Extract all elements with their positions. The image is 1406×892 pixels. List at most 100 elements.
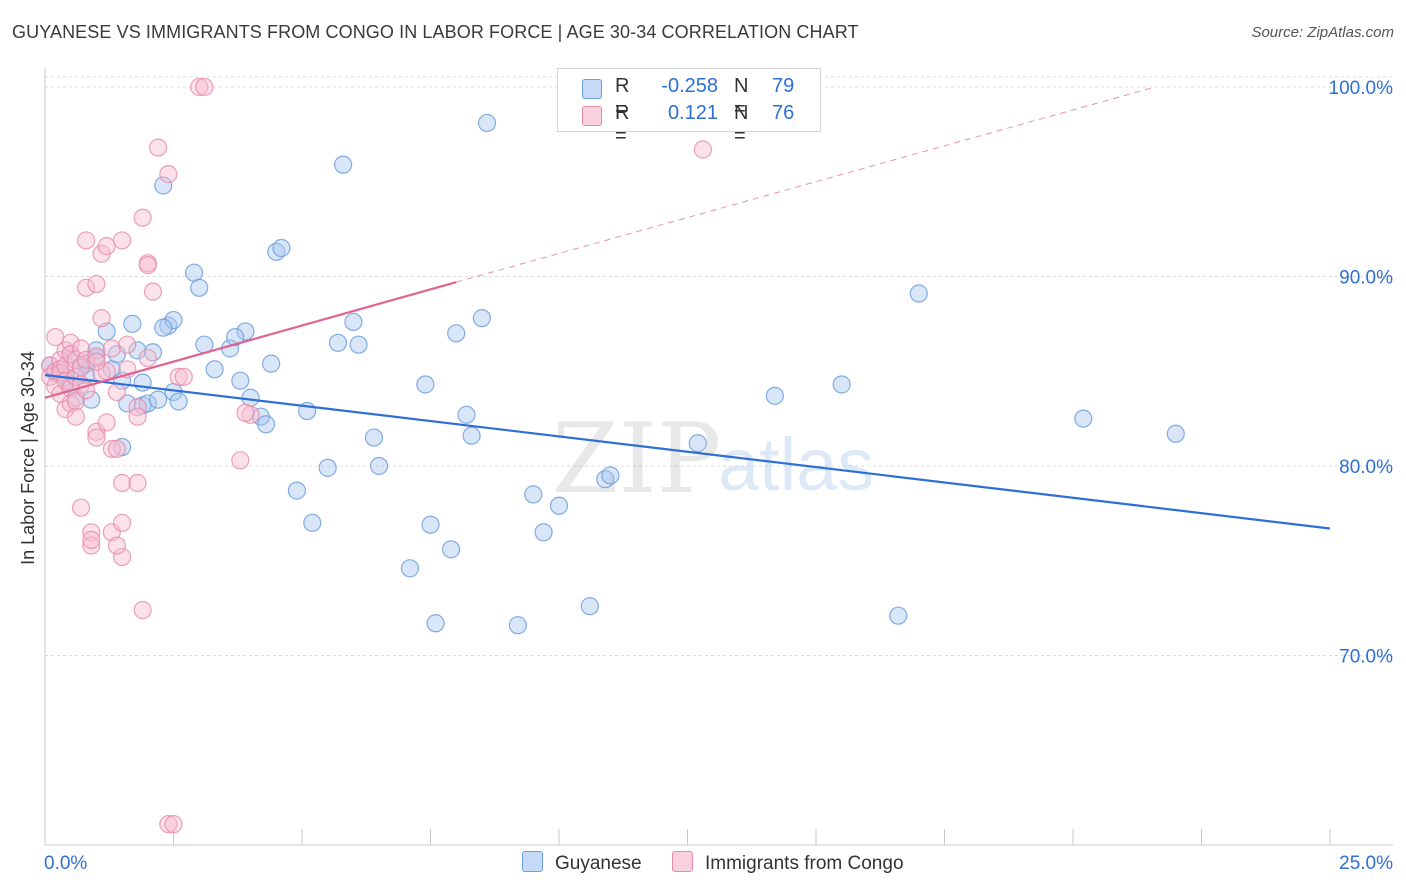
congo-point xyxy=(143,282,163,301)
guyanese-point xyxy=(364,428,384,447)
y-tick-label: 100.0% xyxy=(1329,78,1394,99)
congo-point xyxy=(71,498,91,517)
congo-point xyxy=(236,403,255,423)
n-label: N = xyxy=(734,75,749,120)
guyanese-point xyxy=(154,176,173,195)
guyanese-point xyxy=(231,371,250,390)
congo-point xyxy=(66,392,85,411)
bottom-legend-swatch-blue xyxy=(522,851,543,872)
n-label: N = xyxy=(734,102,749,147)
congo-point xyxy=(51,350,70,369)
congo-point xyxy=(159,165,178,184)
guyanese-point xyxy=(164,310,183,330)
y-tick-label: 80.0% xyxy=(1339,457,1393,478)
guyanese-point xyxy=(462,426,481,445)
congo-point xyxy=(231,451,250,470)
congo-point xyxy=(82,530,101,549)
congo-point xyxy=(169,367,188,387)
congo-point xyxy=(71,339,91,358)
congo-point xyxy=(148,138,168,157)
legend-swatch-blue xyxy=(582,79,602,99)
guyanese-point xyxy=(549,496,569,515)
congo-point xyxy=(190,77,209,97)
guyanese-point xyxy=(508,616,527,635)
congo-point xyxy=(133,600,152,620)
guyanese-point xyxy=(303,513,322,532)
congo-point xyxy=(87,428,106,447)
congo-point xyxy=(133,208,152,227)
congo-point xyxy=(82,523,101,542)
guyanese-point xyxy=(133,373,152,392)
bottom-legend-label: Guyanese xyxy=(555,853,642,874)
tick-labels: 100.0% 90.0% 80.0% 70.0% 0.0% 25.0% xyxy=(44,78,1393,874)
gridlines xyxy=(45,76,1392,656)
congo-point xyxy=(66,407,85,426)
correlation-legend: R = -0.258 N = 79 R = 0.121 N = 76 xyxy=(557,68,821,147)
congo-point xyxy=(87,346,106,366)
congo-point xyxy=(87,352,106,371)
congo-point xyxy=(56,400,75,419)
guyanese-point xyxy=(328,333,348,352)
guyanese-point xyxy=(334,155,353,174)
r-label: R = xyxy=(615,75,630,120)
r-value: -0.258 xyxy=(661,75,718,97)
congo-point xyxy=(138,348,157,368)
congo-point xyxy=(128,398,147,417)
guyanese-point xyxy=(349,335,368,354)
guyanese-point xyxy=(1166,424,1185,443)
congo-point xyxy=(77,278,96,297)
watermark-zip: ZIP xyxy=(552,403,721,515)
guyanese-point xyxy=(272,238,291,258)
guyanese-point xyxy=(128,341,147,360)
guyanese-point xyxy=(318,458,337,477)
n-value: 79 xyxy=(772,75,795,97)
x-tick-label: 25.0% xyxy=(1339,853,1393,874)
congo-points xyxy=(41,77,713,834)
congo-point xyxy=(97,237,116,256)
axes xyxy=(44,68,1393,846)
guyanese-point xyxy=(143,343,163,362)
congo-point xyxy=(138,255,157,275)
guyanese-point xyxy=(447,324,466,343)
guyanese-point xyxy=(426,614,445,633)
congo-point xyxy=(102,439,121,459)
guyanese-point xyxy=(534,523,553,542)
trendlines xyxy=(44,86,1331,530)
y-axis-label: In Labor Force | Age 30-34 xyxy=(18,351,38,565)
guyanese-point xyxy=(400,559,420,578)
congo-point xyxy=(107,382,127,402)
r-value: 0.121 xyxy=(667,102,718,124)
y-tick-label: 90.0% xyxy=(1339,267,1393,288)
guyanese-point xyxy=(82,390,101,409)
guyanese-point xyxy=(472,309,491,328)
guyanese-point xyxy=(262,354,281,373)
x-tick-label: 0.0% xyxy=(44,853,87,874)
congo-point xyxy=(112,547,132,567)
guyanese-point xyxy=(154,318,173,337)
bottom-legend-congo: Immigrants from Congo xyxy=(672,851,904,875)
guyanese-point xyxy=(416,375,435,394)
congo-point xyxy=(112,231,132,250)
guyanese-point xyxy=(909,284,928,303)
congo-point xyxy=(693,140,713,159)
guyanese-point xyxy=(287,481,306,500)
guyanese-point xyxy=(184,263,204,282)
congo-point xyxy=(102,339,121,358)
guyanese-point xyxy=(1074,409,1093,428)
congo-point xyxy=(77,231,96,250)
congo-point xyxy=(82,536,101,555)
r-label: R = xyxy=(615,102,630,147)
guyanese-point xyxy=(580,597,599,616)
congo-point xyxy=(118,335,137,354)
n-value: 76 xyxy=(772,102,795,124)
source-label: Source: ZipAtlas.com xyxy=(1251,24,1394,41)
guyanese-point xyxy=(241,388,260,407)
congo-point xyxy=(87,274,106,294)
congo-point xyxy=(107,439,127,459)
guyanese-point xyxy=(148,390,168,409)
chart-title: GUYANESE VS IMMIGRANTS FROM CONGO IN LAB… xyxy=(12,22,859,42)
guyanese-point xyxy=(226,328,245,347)
guyanese-point xyxy=(421,515,440,534)
guyanese-point xyxy=(123,314,142,333)
legend-swatch-pink xyxy=(582,106,602,126)
